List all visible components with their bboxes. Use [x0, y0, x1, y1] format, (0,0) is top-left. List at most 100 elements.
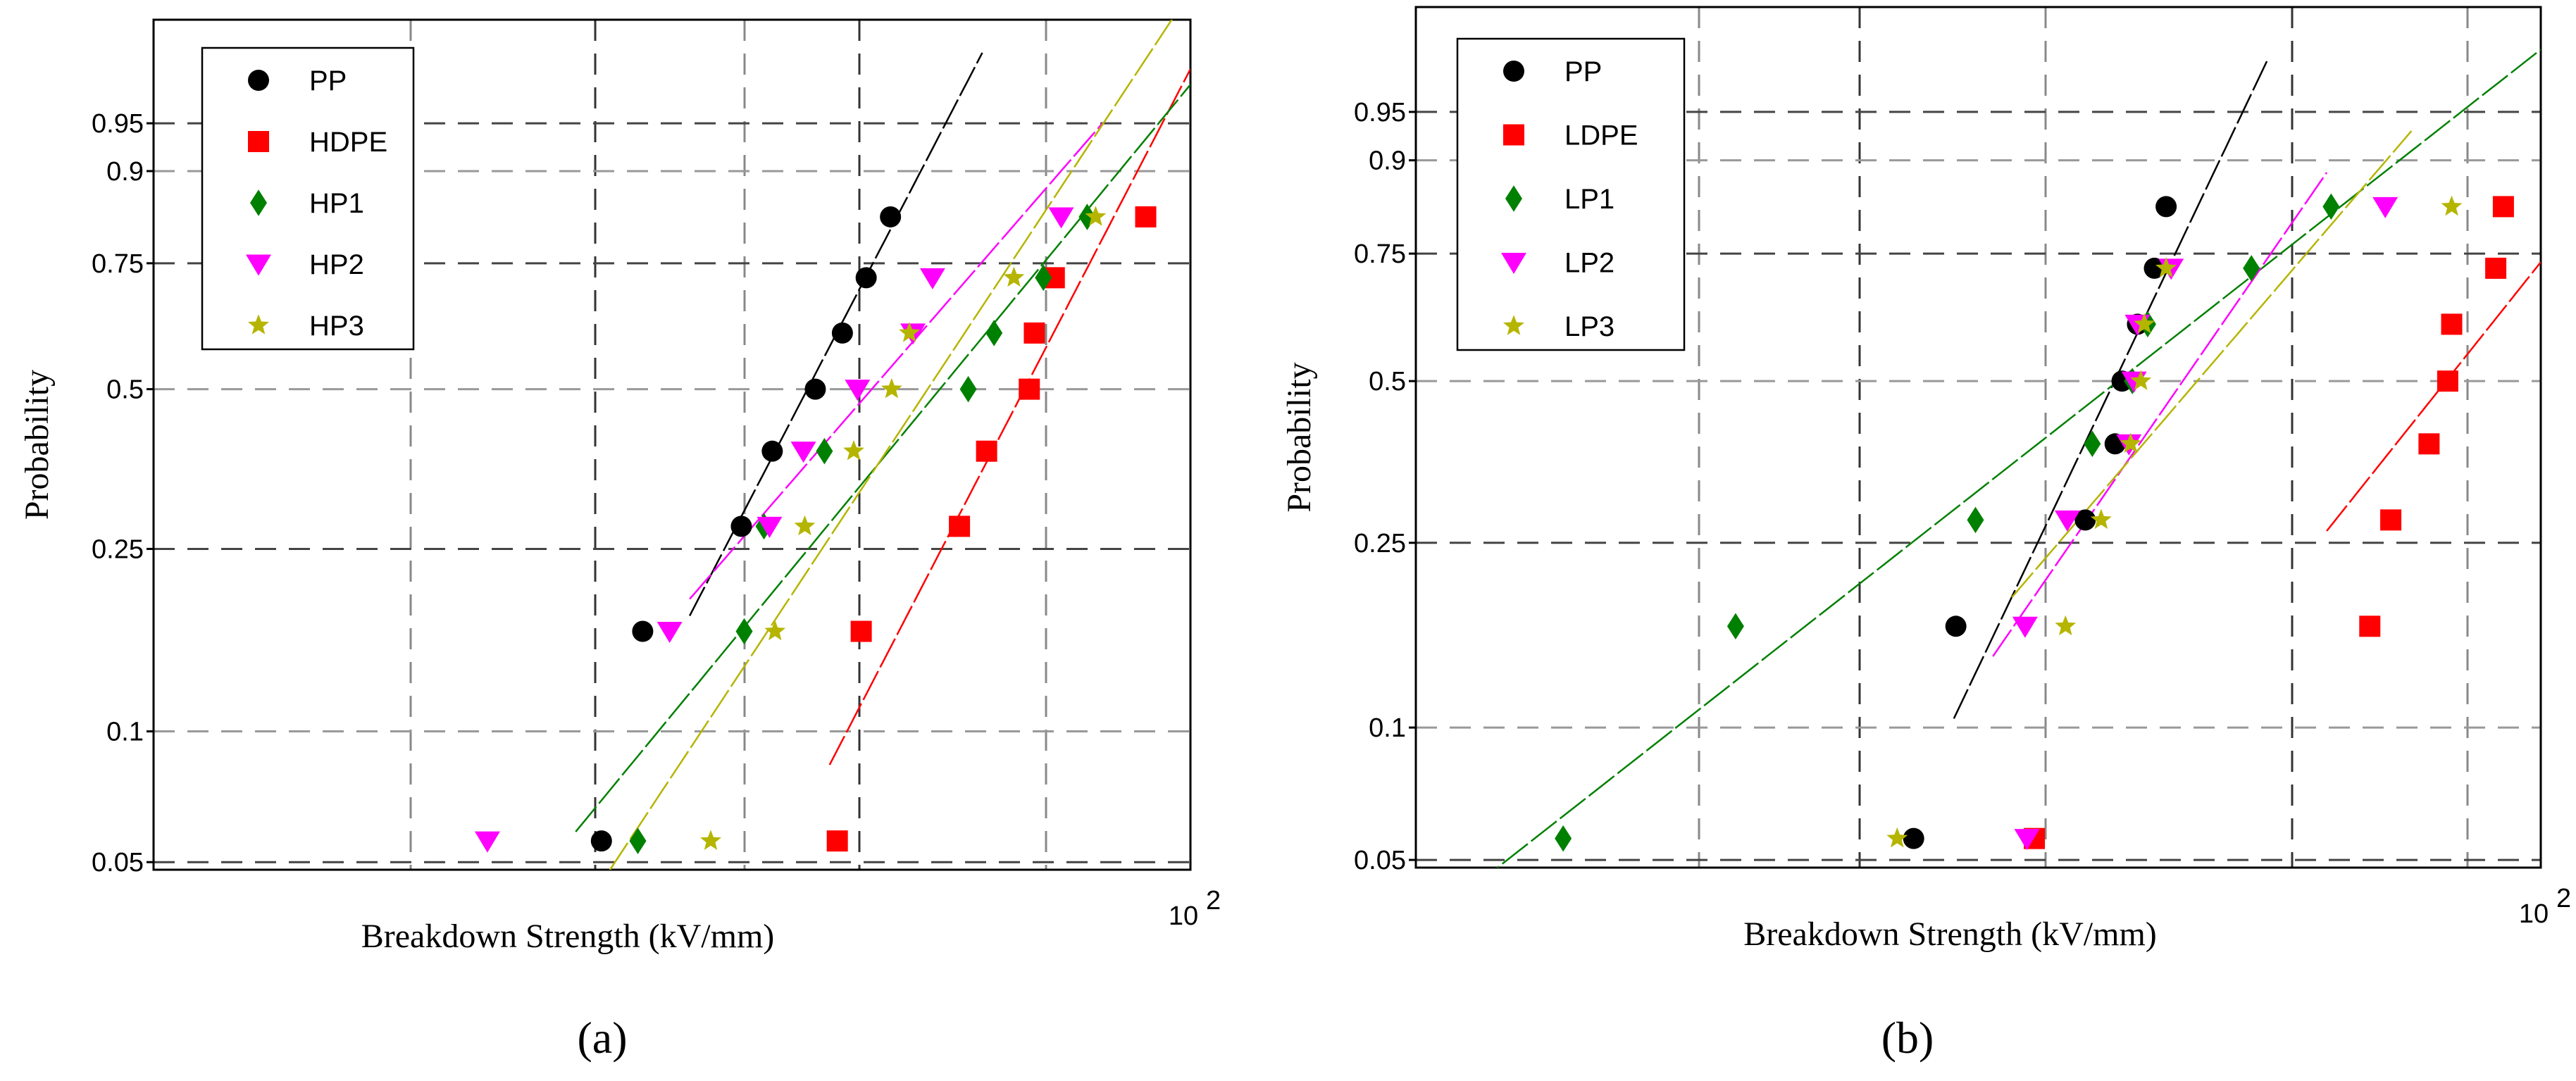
legend-box: [1456, 37, 1686, 351]
data-point-pp: [804, 378, 826, 400]
data-point-lp3: [2130, 370, 2152, 390]
data-point-pp: [590, 830, 612, 852]
legend-label-hp1: HP1: [309, 188, 364, 219]
data-point-lp1: [1967, 506, 1984, 534]
data-point-hp2: [790, 442, 816, 463]
data-point-hp3: [764, 620, 786, 641]
data-point-pp: [730, 515, 752, 537]
data-point-hp3: [794, 515, 816, 536]
y-tick-label: 0.25: [92, 535, 144, 564]
legend-marker-pp: [1503, 61, 1524, 82]
data-point-lp3: [2155, 257, 2177, 277]
data-point-lp2: [2014, 829, 2040, 851]
plot-frame: [1414, 6, 2542, 869]
plot-area: [1495, 49, 2541, 868]
data-point-hp2: [919, 268, 945, 289]
data-point-hp2: [845, 380, 871, 401]
data-point-pp: [2074, 509, 2096, 531]
data-point-lp1: [2322, 193, 2340, 220]
x-axis-label: Breakdown Strength (kV/mm): [361, 918, 775, 955]
data-point-ldpe: [2441, 313, 2463, 335]
legend-marker-hdpe: [248, 131, 269, 152]
data-point-ldpe: [2359, 616, 2381, 637]
data-point-lp3: [2055, 615, 2077, 636]
y-tick-label: 0.05: [92, 848, 144, 877]
legend-label-hp3: HP3: [309, 311, 364, 342]
y-tick-label: 0.5: [106, 375, 144, 405]
legend: PP LDPE LP1 LP2 LP3: [1456, 37, 1686, 351]
y-axis-label: Probability: [1281, 362, 1318, 512]
y-tick-label: 0.75: [1354, 239, 1406, 269]
data-point-hp3: [843, 439, 864, 461]
data-point-hdpe: [976, 440, 997, 462]
y-tick-label: 0.95: [92, 109, 144, 139]
fit-line-ldpe: [2326, 261, 2541, 532]
data-point-lp3: [2120, 432, 2141, 453]
data-point-hp1: [629, 827, 647, 854]
data-point-hdpe: [1135, 206, 1157, 227]
legend: PP HDPE HP1 HP2 HP3: [201, 46, 415, 351]
fit-line-pp: [1953, 61, 2268, 719]
legend-label-hp2: HP2: [309, 249, 364, 280]
data-point-ldpe: [2380, 509, 2402, 531]
data-point-hp2: [657, 622, 683, 644]
legend-marker-lp3: [1503, 315, 1524, 335]
data-point-lp3: [1886, 827, 1908, 848]
y-tick-label: 0.5: [1369, 367, 1406, 396]
fit-line-hdpe: [828, 68, 1190, 766]
legend-label-pp: PP: [1564, 56, 1602, 87]
legend-label-pp: PP: [309, 65, 347, 96]
data-point-pp: [880, 206, 902, 227]
y-tick-label: 0.9: [1369, 146, 1406, 176]
y-axis-label: Probability: [18, 370, 56, 520]
data-point-hp2: [474, 831, 500, 853]
y-tick-label: 0.1: [1369, 713, 1406, 743]
legend-label-lp3: LP3: [1564, 311, 1614, 342]
data-point-hp1: [959, 375, 977, 403]
data-point-ldpe: [2437, 370, 2458, 392]
data-point-hp3: [1085, 206, 1107, 226]
data-point-pp: [855, 267, 877, 289]
panel-a-label: (a): [577, 1013, 627, 1063]
fit-line-lp3: [2011, 130, 2413, 599]
legend-marker-ldpe: [1503, 124, 1524, 146]
data-point-hp3: [700, 830, 721, 850]
x-tick-label: 10: [1169, 901, 1198, 931]
data-point-lp1: [2243, 255, 2260, 282]
data-point-hdpe: [850, 620, 872, 642]
data-point-lp1: [2084, 430, 2101, 458]
fit-line-hp3: [609, 20, 1173, 870]
legend-label-ldpe: LDPE: [1564, 120, 1638, 151]
fit-line-hp2: [689, 123, 1103, 600]
data-point-hdpe: [826, 830, 848, 852]
y-tick-label: 0.25: [1354, 529, 1406, 558]
y-tick-label: 0.95: [1354, 98, 1406, 127]
x-tick-label-exponent: 2: [2556, 884, 2571, 913]
legend-marker-lp2: [1501, 253, 1526, 274]
data-point-lp1: [1726, 613, 1744, 640]
chart-panel-b: 0.05 0.1 0.25 0.5 0.75 0.9 0.95 102 Breakdown St…: [1281, 6, 2571, 953]
data-point-lp3: [2441, 195, 2463, 216]
fit-line-lp1: [1495, 49, 2541, 868]
y-tick-label: 0.75: [92, 249, 144, 279]
data-point-hp2: [757, 516, 783, 538]
data-point-hdpe: [1023, 322, 1045, 344]
data-point-hdpe: [949, 515, 971, 537]
plot-frame: [152, 18, 1192, 871]
data-point-ldpe: [2492, 196, 2514, 218]
x-tick-label-exponent: 2: [1206, 886, 1221, 916]
data-point-hp1: [735, 618, 753, 645]
x-axis-label: Breakdown Strength (kV/mm): [1743, 916, 2157, 953]
data-point-pp: [1903, 827, 1924, 849]
data-point-ldpe: [2418, 433, 2440, 455]
data-point-ldpe: [2485, 257, 2507, 279]
fit-line-hp1: [575, 84, 1190, 832]
data-point-pp: [2143, 257, 2165, 279]
y-tick-label: 0.9: [106, 157, 144, 187]
data-point-pp: [761, 440, 783, 462]
data-point-lp2: [2054, 510, 2080, 532]
data-point-lp1: [1555, 825, 1572, 852]
data-point-lp2: [2372, 196, 2398, 218]
data-point-hp3: [881, 377, 902, 399]
x-tick-label: 10: [2519, 899, 2549, 929]
